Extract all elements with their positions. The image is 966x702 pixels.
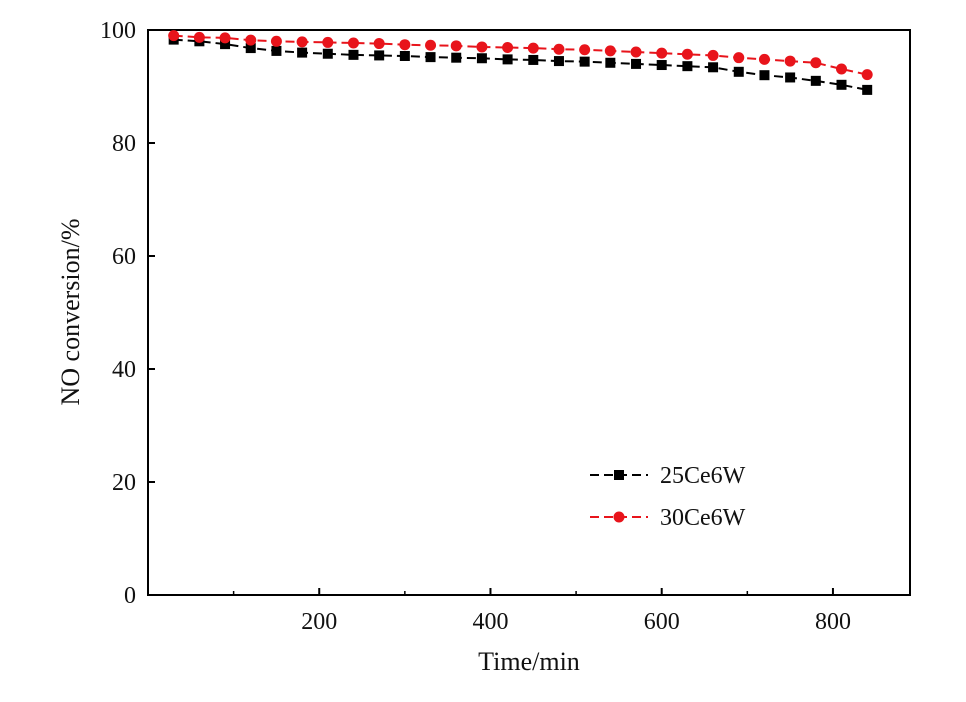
legend-label: 25Ce6W xyxy=(660,463,746,489)
data-point xyxy=(450,40,462,52)
data-point xyxy=(553,43,565,55)
series-layer xyxy=(168,30,873,95)
data-point xyxy=(245,43,256,54)
legend-item: 25Ce6W xyxy=(590,463,746,489)
data-point xyxy=(425,52,436,63)
x-tick-label: 400 xyxy=(472,609,508,635)
data-point xyxy=(785,72,796,83)
data-point xyxy=(758,53,770,65)
data-point xyxy=(399,39,411,51)
x-tick-label: 600 xyxy=(644,609,680,635)
data-point xyxy=(682,61,693,72)
legend-marker xyxy=(614,470,624,480)
data-point xyxy=(810,75,821,86)
plot-frame xyxy=(147,29,911,596)
y-tick-label: 100 xyxy=(100,18,136,44)
data-point xyxy=(810,57,822,69)
axis-ticks: 0 20 40 60 80 100 200 400 600 800 xyxy=(100,18,851,635)
data-point xyxy=(553,56,564,67)
x-tick-label: 200 xyxy=(301,609,337,635)
data-point xyxy=(784,55,796,67)
data-point xyxy=(759,70,770,81)
data-point xyxy=(271,45,282,56)
data-point xyxy=(733,52,745,64)
data-point xyxy=(270,35,282,47)
data-point xyxy=(631,58,642,69)
data-point xyxy=(656,60,667,71)
data-point xyxy=(399,50,410,61)
data-point xyxy=(297,47,308,58)
data-point xyxy=(373,38,385,50)
data-point xyxy=(836,79,847,90)
data-point xyxy=(296,36,308,48)
data-point xyxy=(605,57,616,68)
data-point xyxy=(347,37,359,49)
data-point xyxy=(220,39,231,50)
data-point xyxy=(630,46,642,58)
data-point xyxy=(862,84,873,95)
data-point xyxy=(245,34,257,46)
y-tick-label: 60 xyxy=(112,244,136,270)
data-point xyxy=(219,32,231,44)
x-tick-label: 800 xyxy=(815,609,851,635)
series-line xyxy=(173,34,868,76)
data-point xyxy=(168,30,180,42)
data-point xyxy=(425,39,437,51)
y-tick-label: 40 xyxy=(112,357,136,383)
data-point xyxy=(193,31,205,43)
data-point xyxy=(707,49,719,61)
data-point xyxy=(733,66,744,77)
data-point xyxy=(579,44,591,56)
series-30Ce6W xyxy=(168,30,873,81)
data-point xyxy=(527,42,539,54)
data-point xyxy=(322,48,333,59)
x-axis-title: Time/min xyxy=(478,647,580,676)
data-point xyxy=(656,47,668,59)
data-point xyxy=(374,50,385,61)
data-point xyxy=(348,49,359,60)
y-tick-label: 20 xyxy=(112,470,136,496)
data-point xyxy=(528,54,539,65)
legend-label: 30Ce6W xyxy=(660,505,746,531)
legend-marker xyxy=(613,511,625,523)
data-point xyxy=(476,41,488,53)
data-point xyxy=(502,54,513,65)
y-tick-label: 80 xyxy=(112,131,136,157)
data-point xyxy=(476,53,487,64)
data-point xyxy=(322,36,334,48)
series-25Ce6W xyxy=(168,34,873,95)
y-tick-label: 0 xyxy=(124,583,136,609)
data-point xyxy=(836,63,848,75)
legend-item: 30Ce6W xyxy=(590,505,746,531)
data-point xyxy=(861,69,873,81)
data-point xyxy=(708,62,719,73)
series-line xyxy=(173,38,868,91)
data-point xyxy=(502,42,514,54)
data-point xyxy=(681,48,693,60)
data-point xyxy=(451,52,462,63)
data-point xyxy=(579,56,590,67)
legend: 25Ce6W 30Ce6W xyxy=(590,463,746,531)
y-axis-title: NO conversion/% xyxy=(56,218,85,405)
data-point xyxy=(604,45,616,57)
